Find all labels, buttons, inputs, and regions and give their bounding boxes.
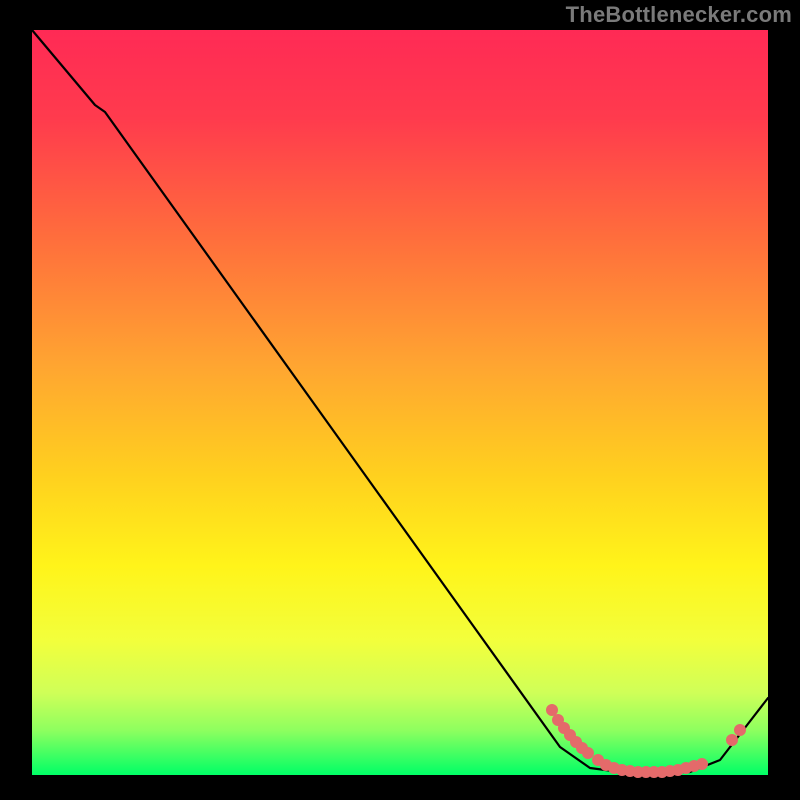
marker-dot [583, 748, 594, 759]
marker-dot [697, 759, 708, 770]
watermark-text: TheBottlenecker.com [566, 2, 792, 28]
plot-area-rect [32, 30, 768, 775]
marker-dot [727, 735, 738, 746]
marker-dot [735, 725, 746, 736]
chart-frame: { "meta": { "watermark_text": "TheBottle… [0, 0, 800, 800]
chart-svg [0, 0, 800, 800]
marker-dot [547, 705, 558, 716]
